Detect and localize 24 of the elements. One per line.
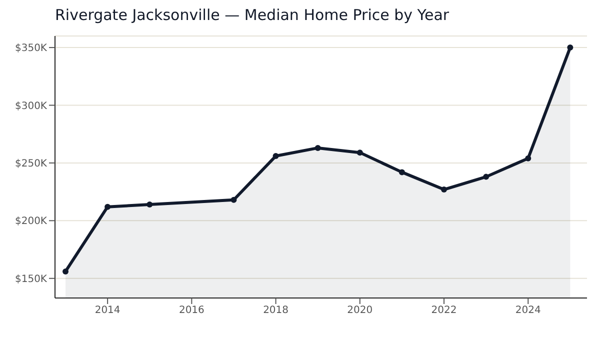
point (230, 196, 237, 203)
point (104, 204, 111, 210)
chart-title: Rivergate Jacksonville — Median Home Price by Year (55, 6, 450, 24)
point (62, 268, 69, 274)
point (483, 174, 490, 180)
x-tick-label: 2016 (178, 305, 204, 316)
point (567, 44, 574, 51)
x-tick-label: 2024 (515, 305, 541, 316)
point (441, 186, 448, 193)
y-tick-label: $150K (14, 274, 48, 285)
x-tick-label: 2018 (263, 305, 289, 316)
point (314, 144, 321, 151)
x-tick-label: 2014 (94, 305, 120, 316)
y-tick-label: $250K (14, 158, 48, 170)
y-tick-label: $300K (14, 100, 48, 112)
x-tick-label: 2022 (431, 305, 457, 316)
point (398, 169, 405, 176)
point (356, 150, 363, 156)
point (525, 155, 532, 162)
point (146, 202, 153, 208)
x-tick-label: 2020 (347, 305, 373, 316)
point (272, 153, 279, 160)
y-tick-label: $350K (14, 43, 48, 54)
y-tick-label: $200K (14, 216, 48, 228)
